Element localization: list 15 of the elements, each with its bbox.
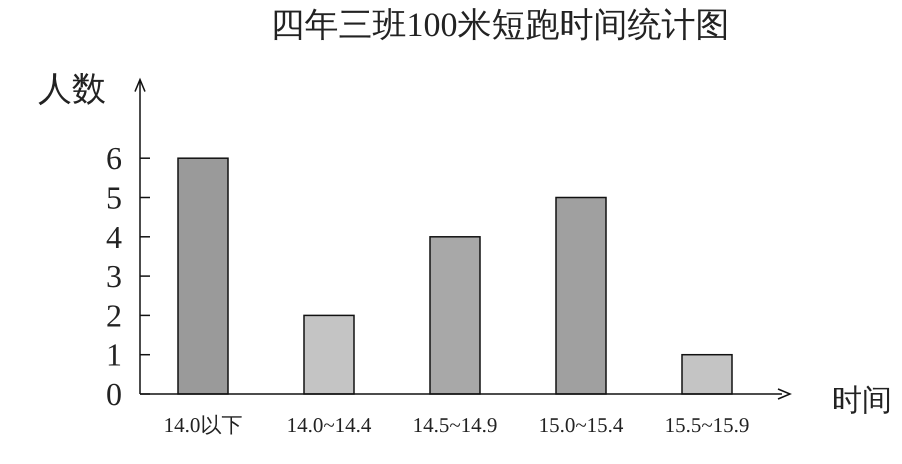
ytick: 0 [106,376,122,412]
xtick: 14.5~14.9 [412,413,498,437]
xlabel: 时间 [832,384,892,417]
xtick: 14.0以下 [164,413,242,437]
xtick: 15.0~15.4 [538,413,624,437]
ytick: 4 [106,218,122,255]
ylabel: 人数 [38,71,106,108]
ytick: 2 [106,297,122,334]
ytick: 5 [106,180,122,216]
xtick: 15.5~15.9 [664,413,750,437]
ytick: 1 [106,336,122,373]
title: 四年三班100米短跑时间统计图 [270,7,730,44]
xtick: 14.0~14.4 [286,413,372,437]
ytick: 3 [106,258,122,294]
ytick: 6 [106,140,122,176]
